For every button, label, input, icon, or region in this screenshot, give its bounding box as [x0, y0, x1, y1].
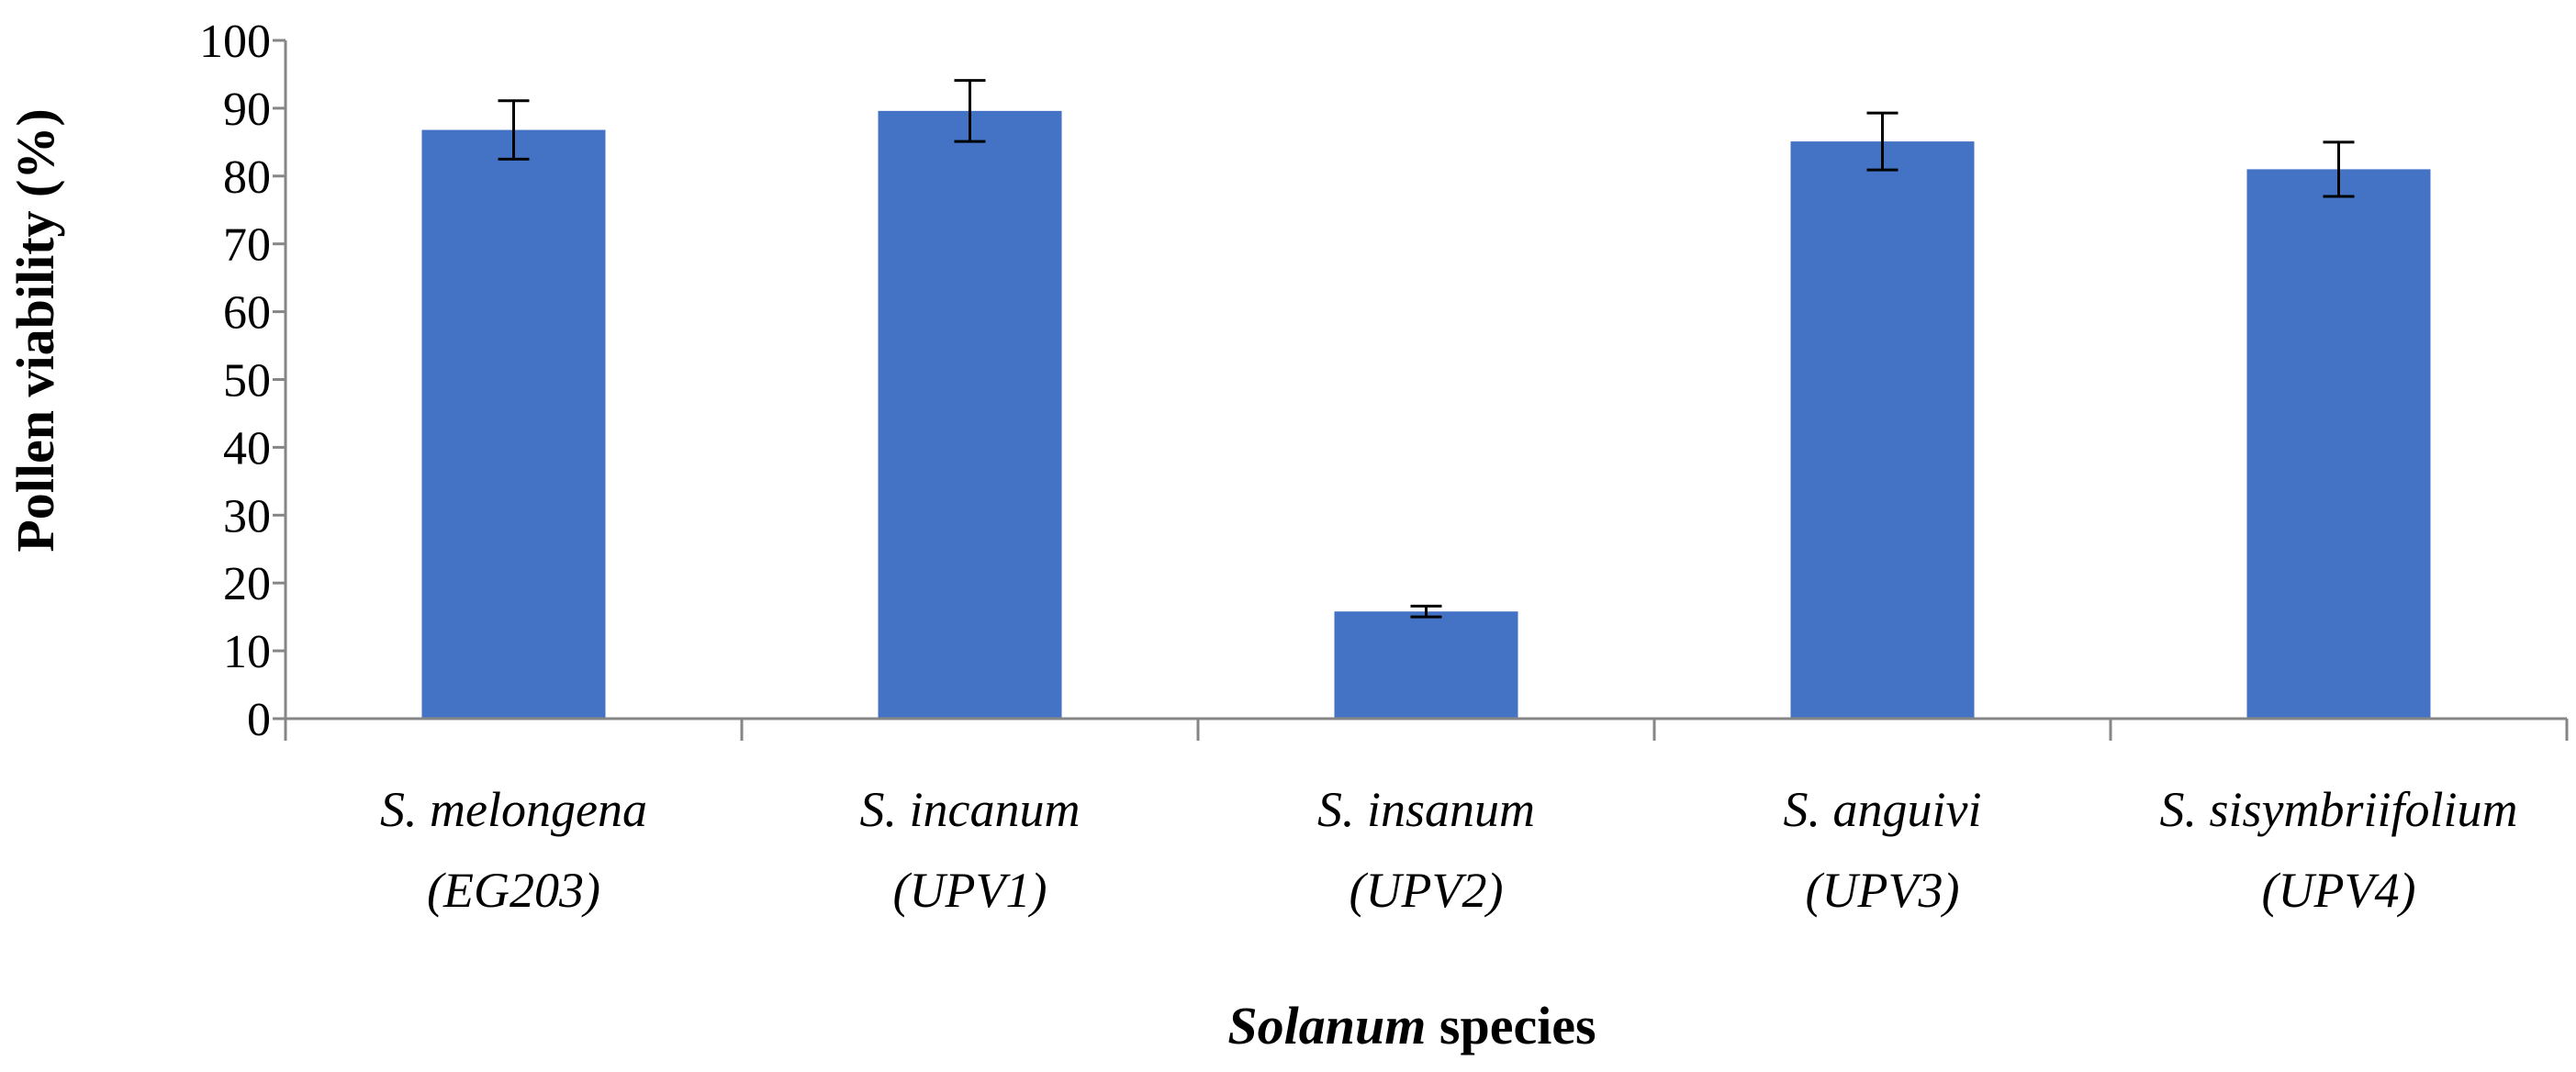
category-label-line1: S. incanum [860, 782, 1081, 837]
y-tick-label: 100 [199, 16, 271, 68]
category-label-line2: (UPV2) [1350, 863, 1504, 918]
y-tick-label: 70 [223, 219, 271, 272]
y-tick-label: 50 [223, 355, 271, 408]
category-labels: S. melongena (EG203) S. incanum (UPV1) S. in… [380, 782, 2517, 918]
category-label-line2: (EG203) [427, 863, 600, 918]
bars [421, 110, 2431, 720]
category-label-line2: (UPV1) [893, 863, 1047, 918]
bar [1790, 141, 1975, 720]
category-label-line1: S. insanum [1317, 782, 1535, 837]
bar [1334, 611, 1518, 719]
bar [878, 110, 1062, 719]
y-tick-label: 0 [247, 694, 271, 746]
y-tick-label: 20 [223, 558, 271, 610]
error-bars [498, 79, 2355, 619]
x-axis-title-rest: species [1426, 996, 1596, 1055]
x-axis-title: Solanum species [1227, 996, 1596, 1055]
y-tick-label: 40 [223, 422, 271, 475]
y-axis-ticks: 0 10 20 30 40 50 60 70 80 90 100 [199, 16, 286, 746]
category-label-line1: S. melongena [380, 782, 647, 837]
y-tick-label: 30 [223, 490, 271, 542]
category-label-line2: (UPV4) [2262, 863, 2416, 918]
x-axis-ticks [284, 719, 2569, 741]
category-label-line1: S. sisymbriifolium [2159, 782, 2517, 837]
y-tick-label: 80 [223, 151, 271, 204]
x-axis-title-italic: Solanum [1227, 996, 1426, 1055]
bar [2246, 169, 2431, 719]
y-tick-label: 90 [223, 84, 271, 136]
category-label-line2: (UPV3) [1806, 863, 1960, 918]
category-label-line1: S. anguivi [1784, 782, 1982, 837]
y-axis-title: Pollen viability (%) [6, 108, 65, 552]
bar [421, 129, 606, 720]
y-tick-label: 60 [223, 287, 271, 340]
y-tick-label: 10 [223, 626, 271, 678]
